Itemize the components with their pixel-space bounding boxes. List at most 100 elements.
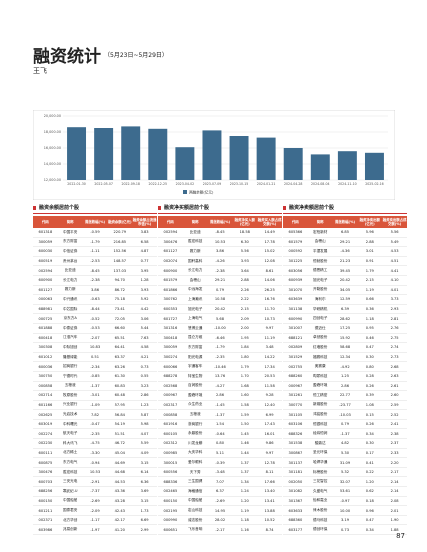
cell: 东方电气 bbox=[57, 457, 83, 468]
cell: -0.94 bbox=[82, 457, 108, 468]
cell: 昆仑万维 bbox=[182, 333, 208, 344]
bar bbox=[121, 126, 141, 180]
cell: 1.90 bbox=[382, 515, 407, 526]
row: 300867 圣元环保 5.30 0.17 2.33 bbox=[283, 448, 407, 459]
cell: 德马科技 bbox=[307, 515, 333, 526]
row: 688260 昀冢科技 1.25 0.28 2.63 bbox=[283, 371, 407, 382]
cell: 300418 bbox=[158, 333, 183, 344]
cell: 002274 bbox=[33, 428, 58, 440]
cell: 600990 bbox=[283, 313, 308, 324]
cell: 605366 bbox=[283, 228, 308, 238]
header-cell: 周涨跌幅(%) bbox=[82, 216, 108, 228]
cell: 0.62 bbox=[357, 486, 383, 497]
cell: 13.41 bbox=[257, 496, 282, 507]
cell: 000858 bbox=[33, 381, 58, 392]
cell: 301138 bbox=[283, 304, 308, 315]
row: 300476 胜宏科技 10.53 44.68 6.14 bbox=[33, 467, 157, 478]
cell: 2.74 bbox=[382, 342, 407, 353]
cell: 卓然股份 bbox=[307, 333, 333, 344]
cell: 000063 bbox=[33, 294, 58, 305]
cell: 1.23 bbox=[132, 400, 157, 411]
cell: 2.88 bbox=[357, 237, 383, 248]
cell: 688981 bbox=[33, 304, 58, 315]
row: 601888 中泰证券 -0.53 66.60 5.44 bbox=[33, 323, 157, 334]
cell: 东方财富 bbox=[57, 237, 83, 248]
cell: 大庆华科 bbox=[182, 448, 208, 459]
cell: 44.68 bbox=[107, 467, 133, 478]
cell: 中科曙光 bbox=[57, 419, 83, 430]
cell: 长江电力 bbox=[182, 265, 208, 276]
row: 002594 比亚迪 -8.45 18.58 14.49 bbox=[158, 228, 282, 238]
cell: 51.51 bbox=[107, 428, 133, 440]
row: 688256 寒武纪-U -7.37 43.36 3.69 bbox=[33, 486, 157, 497]
cell: -0.39 bbox=[207, 457, 233, 468]
cell: 旭光电子 bbox=[182, 304, 208, 315]
cell: 1.25 bbox=[332, 371, 358, 382]
cell: 137.03 bbox=[107, 265, 133, 276]
cell: 600418 bbox=[33, 333, 58, 344]
cell: 1.68 bbox=[232, 381, 258, 392]
cell: 301007 bbox=[283, 323, 308, 334]
row: 603106 恒银科技 0.79 0.26 2.41 bbox=[283, 419, 407, 430]
cell: 0.80 bbox=[207, 438, 233, 449]
cell: 13.76 bbox=[207, 371, 233, 382]
cell: 301529 bbox=[283, 352, 308, 363]
cell: 39.45 bbox=[332, 265, 358, 276]
cell: 601888 bbox=[33, 323, 58, 334]
cell: 3.06 bbox=[132, 313, 157, 324]
cell: 44.69 bbox=[107, 457, 133, 468]
cell: 86.72 bbox=[107, 285, 133, 296]
cell: 301082 bbox=[283, 486, 308, 497]
row: 301070 开勒股份 34.05 1.19 4.01 bbox=[283, 285, 407, 296]
cell: 12.40 bbox=[257, 400, 282, 411]
cell: 2.59 bbox=[382, 400, 407, 411]
cell: 2.99 bbox=[132, 524, 157, 535]
cell: 10.73 bbox=[257, 313, 282, 324]
cell: 平潭发展 bbox=[307, 246, 333, 257]
row: 301181 标榜股份 5.32 0.22 2.17 bbox=[283, 467, 407, 478]
cell: -0.53 bbox=[82, 323, 108, 334]
cell: 603106 bbox=[283, 419, 308, 430]
y-tick-label: 14,000.00 bbox=[44, 162, 61, 166]
row: 688121 卓然股份 15.92 0.46 2.75 bbox=[283, 333, 407, 344]
cell: 1.79 bbox=[357, 265, 383, 276]
row: 601318 中国平安 -0.59 220.79 3.83 bbox=[33, 228, 157, 238]
cell: 0.73 bbox=[132, 361, 157, 372]
cell: 宏柏新材 bbox=[307, 228, 333, 238]
cell: 1.45 bbox=[232, 428, 258, 440]
cell: 三生国健 bbox=[182, 476, 208, 488]
cell: 301367 bbox=[283, 496, 308, 507]
cell: 中际旭创 bbox=[57, 342, 83, 353]
cell: 32.07 bbox=[332, 476, 358, 488]
cell: 12.78 bbox=[257, 457, 282, 468]
cell: -4.26 bbox=[207, 256, 233, 267]
row: 600556 天下秀 -3.48 1.37 8.11 bbox=[158, 467, 282, 478]
cell: 002195 bbox=[158, 505, 183, 516]
cell: 0.95 bbox=[357, 323, 383, 334]
cell: 0.77 bbox=[132, 256, 157, 267]
cell: -1.37 bbox=[82, 381, 108, 392]
cell: 1.37 bbox=[232, 457, 258, 468]
cell: 0.34 bbox=[357, 428, 383, 440]
cell: -3.48 bbox=[207, 467, 233, 478]
cell: 3.93 bbox=[232, 256, 258, 267]
cell: 6.99 bbox=[257, 409, 282, 420]
cell: 国轩高科 bbox=[182, 256, 208, 267]
cell: 000725 bbox=[33, 313, 58, 324]
cell: 5.68 bbox=[207, 313, 233, 324]
row: 600418 江淮汽车 -2.07 65.51 7.63 bbox=[33, 333, 157, 344]
cell: 45.04 bbox=[107, 448, 133, 459]
cell: -1.11 bbox=[82, 246, 108, 257]
page-number: 87 bbox=[396, 532, 405, 540]
cell: 0.18 bbox=[357, 496, 383, 507]
row: 601166 兴业银行 -1.09 57.95 1.23 bbox=[33, 400, 157, 411]
cell: 8.61 bbox=[257, 265, 282, 276]
cell: 怡和嘉业 bbox=[307, 496, 333, 507]
cell: 1.16 bbox=[232, 524, 258, 535]
cell: -3.01 bbox=[82, 390, 108, 401]
cell: 1.34 bbox=[232, 476, 258, 488]
cell: 300059 bbox=[158, 342, 183, 353]
cell: 德创环保 bbox=[307, 524, 333, 535]
cell: 2.17 bbox=[382, 467, 407, 478]
cell: 6.58 bbox=[132, 237, 157, 248]
